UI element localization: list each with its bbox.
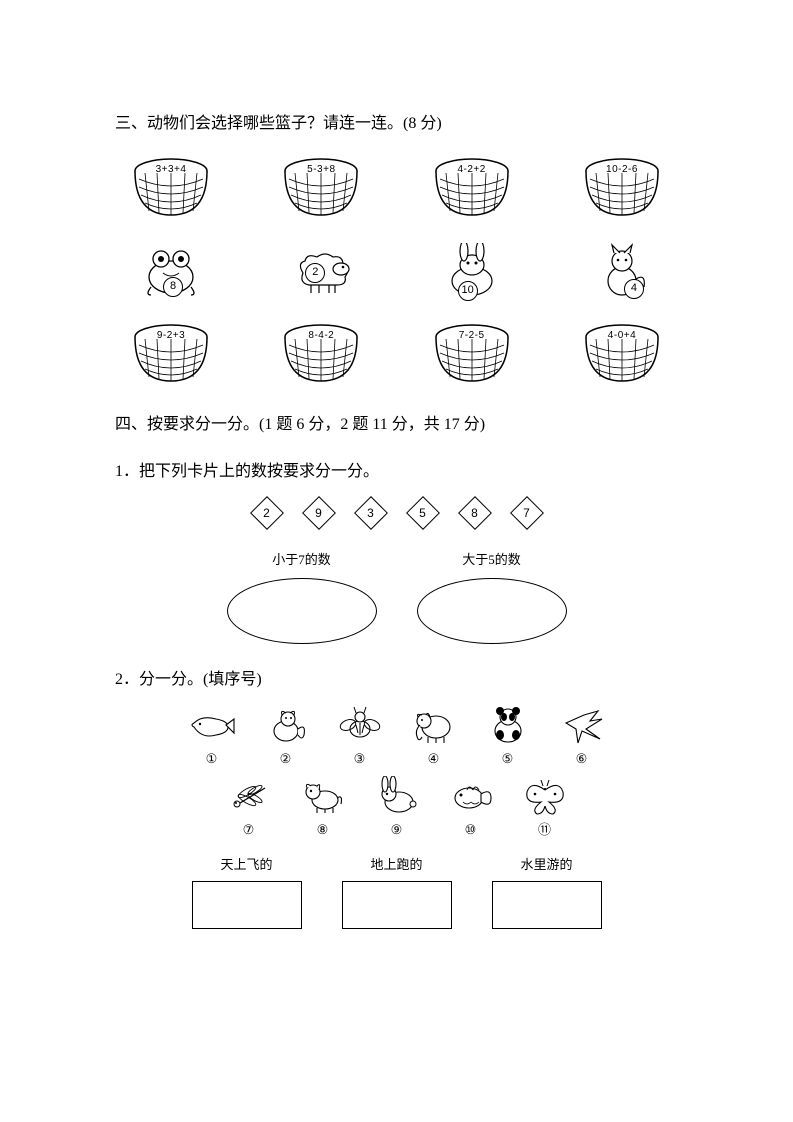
baskets-bottom-row: 9-2+3 8-4-2 7-2-5 4-0+4 (115, 317, 678, 391)
section3-title: 三、动物们会选择哪些篮子？请连一连。(8 分) (115, 110, 678, 139)
animals-row: 8 2 10 4 (115, 237, 678, 305)
category-row: 天上飞的 地上跑的 水里游的 (115, 853, 678, 928)
animal-rabbit: 10 (422, 237, 522, 305)
oval-group-1: 小于7的数 (227, 548, 377, 643)
oval-label-1: 小于7的数 (272, 548, 331, 571)
diamond-3-num: 3 (354, 496, 388, 530)
q1-text: 1．把下列卡片上的数按要求分一分。 (115, 458, 678, 487)
oval-row: 小于7的数 大于5的数 (115, 548, 678, 643)
q2-animals-grid: ① ② ③ ④ ⑤ ⑥ ⑦ ⑧ ⑨ ⑩ ⑪ (115, 705, 678, 842)
q2-row1: ① ② ③ ④ ⑤ ⑥ (184, 705, 610, 770)
q2-item-2: ② (258, 705, 314, 770)
animal-cat: 4 (572, 237, 672, 305)
q2-num-7: ⑦ (243, 818, 255, 841)
q2-item-8: ⑧ (295, 776, 351, 841)
basket-top-3: 4-2+2 (422, 151, 522, 225)
cat-label-3: 水里游的 (520, 853, 572, 876)
section4-title: 四、按要求分一分。(1 题 6 分，2 题 11 分，共 17 分) (115, 411, 678, 440)
q2-item-6: ⑥ (554, 705, 610, 770)
q2-item-10: ⑩ (443, 776, 499, 841)
q2-item-7: ⑦ (221, 776, 277, 841)
basket-bot-1-label: 9-2+3 (157, 327, 185, 345)
q2-item-3: ③ (332, 705, 388, 770)
animal-sheep: 2 (271, 237, 371, 305)
baskets-top-row: 3+3+4 5-3+8 4-2+2 10-2-6 (115, 151, 678, 225)
animal-rabbit-num: 10 (458, 281, 478, 301)
q2-row2: ⑦ ⑧ ⑨ ⑩ ⑪ (221, 776, 573, 841)
q2-item-9: ⑨ (369, 776, 425, 841)
basket-bot-3: 7-2-5 (422, 317, 522, 391)
oval-label-2: 大于5的数 (462, 548, 521, 571)
basket-bot-4: 4-0+4 (572, 317, 672, 391)
cat-box-3 (492, 881, 602, 929)
diamond-6: 7 (510, 496, 544, 530)
q2-num-11: ⑪ (538, 818, 551, 841)
cat-group-3: 水里游的 (492, 853, 602, 928)
basket-bot-1: 9-2+3 (121, 317, 221, 391)
q2-item-5: ⑤ (480, 705, 536, 770)
diamond-row: 2 9 3 5 8 7 (115, 496, 678, 530)
basket-top-4: 10-2-6 (572, 151, 672, 225)
q2-num-1: ① (206, 747, 218, 770)
basket-bot-2-label: 8-4-2 (308, 327, 334, 345)
cat-box-2 (342, 881, 452, 929)
animal-frog: 8 (121, 237, 221, 305)
section3-grid: 3+3+4 5-3+8 4-2+2 10-2-6 8 2 10 (115, 151, 678, 391)
q2-num-6: ⑥ (576, 747, 588, 770)
q2-item-11: ⑪ (517, 776, 573, 841)
diamond-5: 8 (458, 496, 492, 530)
basket-top-2-label: 5-3+8 (307, 161, 335, 179)
cat-label-1: 天上飞的 (220, 853, 272, 876)
q2-item-1: ① (184, 705, 240, 770)
basket-top-2: 5-3+8 (271, 151, 371, 225)
cat-box-1 (192, 881, 302, 929)
basket-top-1: 3+3+4 (121, 151, 221, 225)
cat-label-2: 地上跑的 (370, 853, 422, 876)
q2-num-3: ③ (354, 747, 366, 770)
diamond-6-num: 7 (510, 496, 544, 530)
basket-top-1-label: 3+3+4 (156, 161, 187, 179)
q2-num-4: ④ (428, 747, 440, 770)
basket-bot-4-label: 4-0+4 (608, 327, 636, 345)
oval-group-2: 大于5的数 (417, 548, 567, 643)
diamond-3: 3 (354, 496, 388, 530)
q2-num-2: ② (280, 747, 292, 770)
q2-num-9: ⑨ (391, 818, 403, 841)
diamond-5-num: 8 (458, 496, 492, 530)
cat-group-2: 地上跑的 (342, 853, 452, 928)
basket-top-4-label: 10-2-6 (606, 161, 638, 179)
animal-sheep-num: 2 (305, 263, 325, 283)
oval-2 (417, 578, 567, 644)
diamond-4-num: 5 (406, 496, 440, 530)
diamond-4: 5 (406, 496, 440, 530)
diamond-2-num: 9 (302, 496, 336, 530)
q2-text: 2．分一分。(填序号) (115, 666, 678, 695)
basket-bot-3-label: 7-2-5 (459, 327, 485, 345)
basket-top-3-label: 4-2+2 (457, 161, 485, 179)
q2-item-4: ④ (406, 705, 462, 770)
q2-num-10: ⑩ (465, 818, 477, 841)
basket-bot-2: 8-4-2 (271, 317, 371, 391)
animal-frog-num: 8 (163, 277, 183, 297)
cat-group-1: 天上飞的 (192, 853, 302, 928)
q2-num-8: ⑧ (317, 818, 329, 841)
diamond-1-num: 2 (250, 496, 284, 530)
oval-1 (227, 578, 377, 644)
diamond-1: 2 (250, 496, 284, 530)
q2-num-5: ⑤ (502, 747, 514, 770)
animal-cat-num: 4 (624, 279, 644, 299)
diamond-2: 9 (302, 496, 336, 530)
